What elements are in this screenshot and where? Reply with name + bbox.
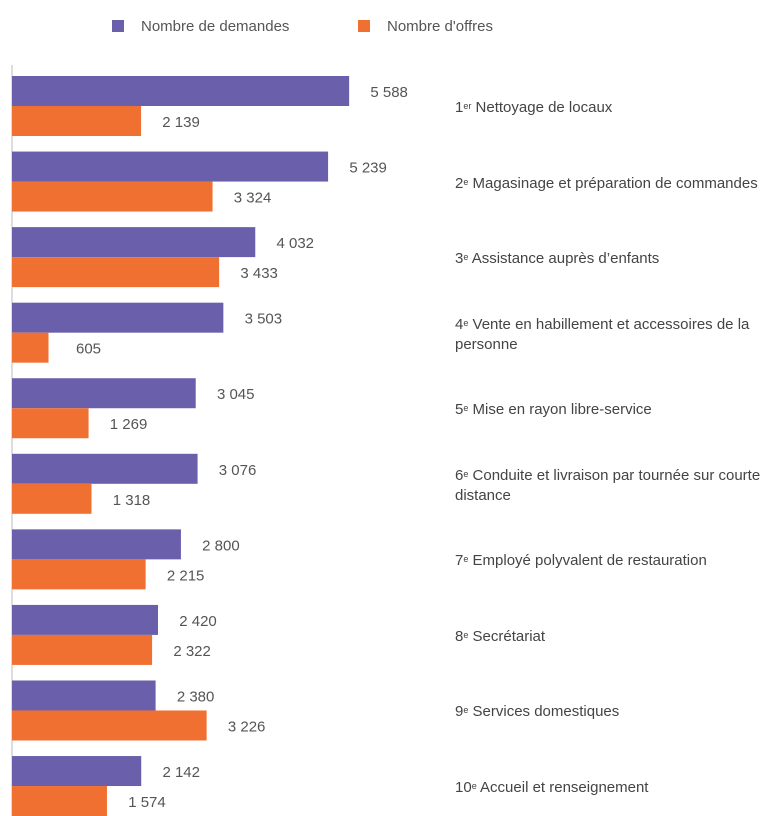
value-label: 1 318 bbox=[113, 492, 151, 509]
value-label: 2 800 bbox=[202, 537, 240, 554]
bar bbox=[12, 559, 146, 590]
value-label: 5 588 bbox=[370, 84, 408, 101]
bar bbox=[12, 408, 89, 439]
bar bbox=[12, 76, 350, 106]
bar bbox=[12, 227, 256, 258]
category-label: 9e Services domestiques bbox=[455, 703, 620, 721]
value-label: 3 503 bbox=[245, 311, 283, 328]
category-label: 3e Assistance auprès d’enfants bbox=[455, 250, 660, 268]
bar bbox=[12, 680, 156, 711]
category-label: 5e Mise en rayon libre-service bbox=[455, 401, 652, 419]
category-label: 1er Nettoyage de locaux bbox=[455, 99, 613, 116]
value-label: 5 239 bbox=[349, 160, 387, 177]
category-label: 7e Employé polyvalent de restauration bbox=[455, 552, 707, 570]
value-label: 2 215 bbox=[167, 567, 205, 584]
value-label: 2 380 bbox=[177, 688, 215, 705]
bar bbox=[12, 151, 329, 182]
category-label: 2e Magasinage et préparation de commande… bbox=[455, 174, 758, 192]
value-label: 1 574 bbox=[128, 794, 166, 811]
bar bbox=[12, 710, 207, 741]
legend-swatch bbox=[112, 20, 124, 32]
value-label: 605 bbox=[76, 341, 101, 358]
legend-label: Nombre de demandes bbox=[141, 18, 289, 35]
category-label: 10e Accueil et renseignement bbox=[455, 779, 649, 797]
value-label: 3 433 bbox=[240, 265, 278, 282]
value-label: 2 142 bbox=[162, 764, 200, 781]
bar bbox=[12, 106, 142, 136]
value-label: 1 269 bbox=[110, 416, 148, 433]
bar bbox=[12, 332, 49, 363]
bar bbox=[12, 257, 220, 288]
bar bbox=[12, 529, 181, 560]
value-label: 3 076 bbox=[219, 462, 257, 479]
value-label: 4 032 bbox=[276, 235, 314, 252]
bar bbox=[12, 756, 142, 787]
bar bbox=[12, 604, 159, 635]
category-label: 8e Secrétariat bbox=[455, 627, 546, 645]
value-label: 2 139 bbox=[162, 114, 200, 131]
bar bbox=[12, 453, 198, 484]
value-label: 3 324 bbox=[234, 190, 272, 207]
bar bbox=[12, 786, 107, 816]
category-label: 4e Vente en habillement et accessoires d… bbox=[455, 315, 750, 353]
value-label: 2 420 bbox=[179, 613, 217, 630]
bar bbox=[12, 634, 153, 665]
legend-swatch bbox=[358, 20, 370, 32]
value-label: 2 322 bbox=[173, 643, 211, 660]
bar bbox=[12, 378, 196, 409]
category-label: 6e Conduite et livraison par tournée sur… bbox=[455, 466, 761, 504]
legend-label: Nombre d'offres bbox=[387, 18, 493, 35]
value-label: 3 226 bbox=[228, 718, 266, 735]
bar bbox=[12, 181, 213, 212]
bar bbox=[12, 483, 92, 514]
value-label: 3 045 bbox=[217, 386, 255, 403]
bar bbox=[12, 302, 224, 333]
